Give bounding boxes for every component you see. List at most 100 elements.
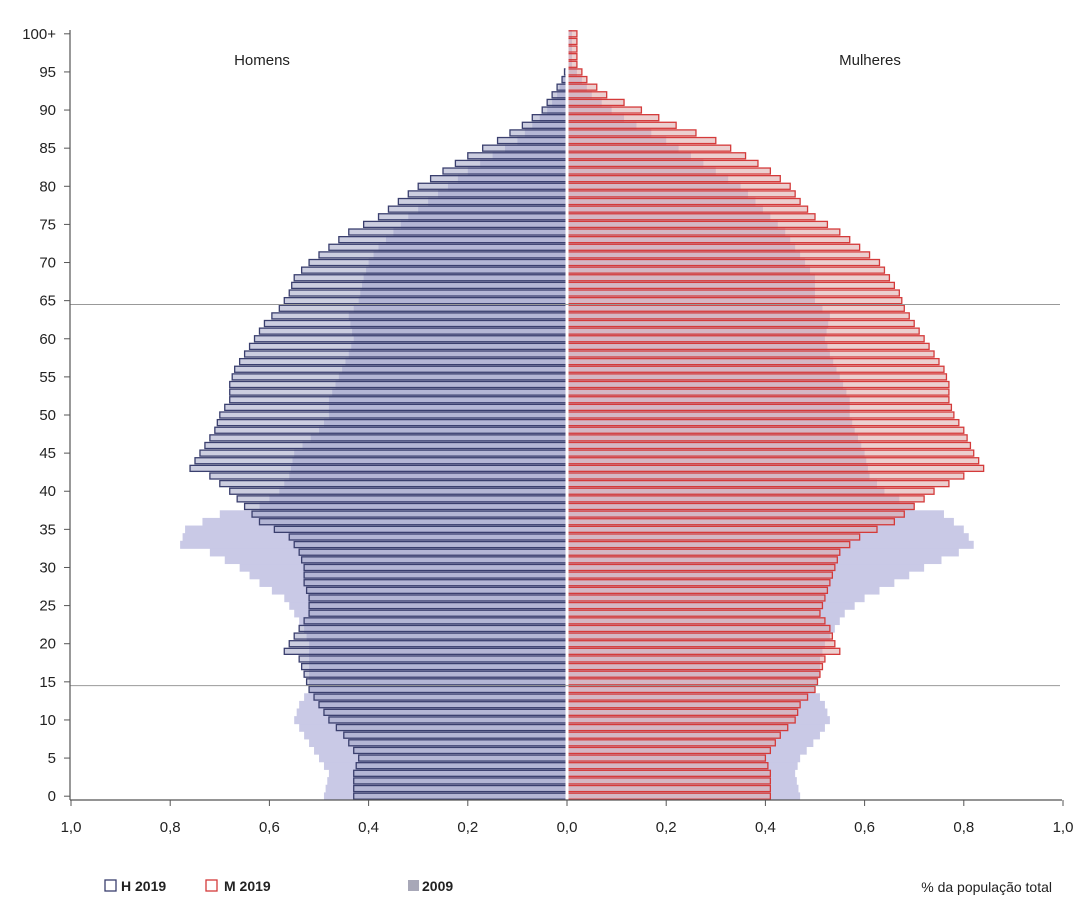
bar-h2019-age-31 xyxy=(300,556,568,564)
x-tick-label-3: 0,4 xyxy=(358,819,379,836)
bar-h2019-age-79 xyxy=(407,190,568,198)
bar-h2019-age-38 xyxy=(243,502,568,511)
bar-h2019-age-87 xyxy=(509,129,568,137)
bar-m2019-age-35 xyxy=(566,525,878,534)
bar-m2019-age-85 xyxy=(566,144,732,152)
legend-swatch-m2019 xyxy=(205,879,218,892)
axes: 1,0 0,8 0,6 0,4 0,2 0,0 0,2 0,4 0,6 0,8 1,0 0 5 10 15 2… xyxy=(22,26,1073,836)
bar-h2019-age-70 xyxy=(308,258,568,267)
bar-m2019-age-11 xyxy=(566,708,799,716)
x-tick-label-2: 0,6 xyxy=(259,819,280,836)
y-tick-label-17: 85 xyxy=(39,140,56,157)
bar-h2019-age-59 xyxy=(248,342,568,351)
y-tick-label-1: 5 xyxy=(48,750,56,767)
bar-m2019-age-76 xyxy=(566,213,816,221)
bar-m2019-age-71 xyxy=(566,251,871,259)
bar-m2019-age-40 xyxy=(566,487,935,495)
bar-m2019-age-6 xyxy=(566,746,772,755)
bar-h2019-age-0 xyxy=(353,792,568,800)
bar-m2019-age-82 xyxy=(566,167,772,175)
y-tick-label-19: 95 xyxy=(39,64,56,81)
bar-m2019-age-60 xyxy=(566,335,925,343)
bar-h2019-age-41 xyxy=(219,479,568,488)
bar-m2019-age-50 xyxy=(566,411,955,419)
bar-h2019-age-85 xyxy=(482,144,568,152)
bar-h2019-age-88 xyxy=(521,121,568,129)
y-tick-label-10: 50 xyxy=(39,407,56,424)
bar-h2019-age-10 xyxy=(328,716,568,724)
bar-m2019-age-52 xyxy=(566,396,950,404)
bar-h2019-age-82 xyxy=(442,167,568,175)
bar-m2019-age-89 xyxy=(566,114,660,122)
bar-m2019-age-44 xyxy=(566,457,980,465)
bar-h2019-age-90 xyxy=(541,106,568,114)
x-tick-label-10: 1,0 xyxy=(1053,819,1074,836)
bar-h2019-age-27 xyxy=(305,586,568,595)
bar-h2019-age-20 xyxy=(288,640,568,648)
bar-h2019-age-92 xyxy=(551,91,568,99)
bar-h2019-age-86 xyxy=(496,136,568,145)
bar-h2019-age-72 xyxy=(328,243,568,251)
bar-m2019-age-84 xyxy=(566,152,747,160)
bar-m2019-age-18 xyxy=(566,655,826,663)
bar-h2019-age-89 xyxy=(531,114,568,122)
bar-m2019-age-56 xyxy=(566,365,945,373)
bar-m2019-age-79 xyxy=(566,190,796,198)
bar-h2019-age-69 xyxy=(300,266,568,274)
bar-h2019-age-25 xyxy=(308,601,568,610)
left-side-label: Homens xyxy=(234,52,290,69)
bar-m2019-age-55 xyxy=(566,373,948,381)
bar-h2019-age-32 xyxy=(298,548,568,556)
bar-m2019-age-16 xyxy=(566,670,821,678)
bar-h2019-age-49 xyxy=(216,418,568,427)
bar-m2019-age-37 xyxy=(566,510,905,518)
bar-h2019-age-48 xyxy=(214,426,568,434)
bar-h2019-age-55 xyxy=(231,373,568,381)
bar-m2019-age-39 xyxy=(566,495,925,503)
y-tick-label-12: 60 xyxy=(39,331,56,348)
x-tick-label-1: 0,8 xyxy=(160,819,181,836)
bar-m2019-age-5 xyxy=(566,754,767,762)
bar-m2019-age-31 xyxy=(566,556,838,564)
bar-m2019-age-29 xyxy=(566,571,834,579)
bar-m2019-age-53 xyxy=(566,388,950,396)
y-tick-label-9: 45 xyxy=(39,445,56,462)
bar-h2019-age-57 xyxy=(238,357,568,366)
legend: H 2019 M 2019 2009 xyxy=(104,878,453,894)
bar-m2019-age-13 xyxy=(566,693,809,701)
bar-m2019-age-57 xyxy=(566,357,940,366)
bar-m2019-age-67 xyxy=(566,281,896,290)
y-tick-label-0: 0 xyxy=(48,788,56,805)
y-tick-label-20: 100+ xyxy=(22,26,56,43)
bar-m2019-age-68 xyxy=(566,274,891,282)
x-tick-label-8: 0,6 xyxy=(854,819,875,836)
bar-m2019-age-38 xyxy=(566,502,915,511)
bar-h2019-age-9 xyxy=(335,723,568,732)
bar-m2019-age-7 xyxy=(566,739,776,747)
bar-h2019-age-26 xyxy=(308,594,568,602)
bar-m2019-age-36 xyxy=(566,518,896,526)
bar-h2019-age-14 xyxy=(308,685,568,694)
bar-m2019-age-59 xyxy=(566,342,930,351)
x-tick-label-6: 0,2 xyxy=(656,819,677,836)
bar-h2019-age-83 xyxy=(454,159,568,168)
bar-m2019-age-78 xyxy=(566,197,801,206)
bar-h2019-age-73 xyxy=(338,235,568,244)
bar-m2019-age-91 xyxy=(566,98,625,107)
bar-h2019-age-80 xyxy=(417,182,568,190)
bar-h2019-age-75 xyxy=(362,220,568,229)
bar-h2019-age-76 xyxy=(377,213,568,221)
bar-h2019-age-5 xyxy=(358,754,568,762)
x-tick-label-4: 0,2 xyxy=(457,819,478,836)
bar-m2019-age-27 xyxy=(566,586,829,595)
bar-m2019-age-8 xyxy=(566,731,781,739)
bar-m2019-age-64 xyxy=(566,304,905,312)
bar-m2019-age-51 xyxy=(566,403,953,412)
bar-h2019-age-47 xyxy=(209,434,568,442)
bar-m2019-age-4 xyxy=(566,762,769,770)
bar-m2019-age-72 xyxy=(566,243,861,251)
bar-h2019-age-4 xyxy=(355,762,568,770)
bar-m2019-age-63 xyxy=(566,312,910,320)
